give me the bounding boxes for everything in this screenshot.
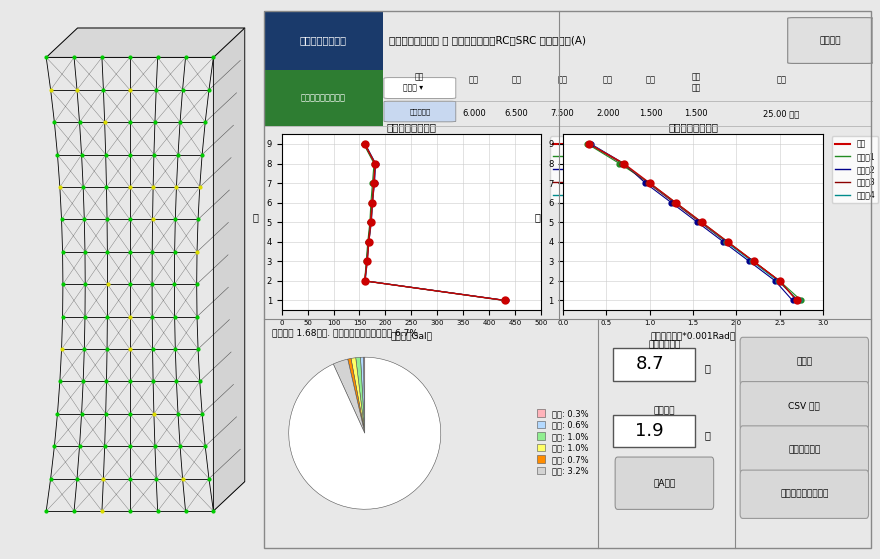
Text: 詳細設定: 詳細設定 <box>819 36 841 45</box>
FancyBboxPatch shape <box>788 18 873 63</box>
FancyBboxPatch shape <box>615 457 714 509</box>
Bar <box>264 11 383 70</box>
Wedge shape <box>351 358 365 433</box>
Y-axis label: 階: 階 <box>534 212 540 222</box>
Polygon shape <box>213 28 245 511</box>
Text: 免震: 免震 <box>692 72 701 81</box>
FancyBboxPatch shape <box>384 101 456 122</box>
Bar <box>612 415 695 447</box>
Polygon shape <box>46 28 245 58</box>
Text: 詳A設定: 詳A設定 <box>653 479 676 487</box>
Text: 1.9: 1.9 <box>635 422 664 440</box>
Text: 6.000: 6.000 <box>462 109 486 118</box>
Text: 設計基準：新耐震 ／ クライテリア：RC・SRC 純ラーメン(A): 設計基準：新耐震 ／ クライテリア：RC・SRC 純ラーメン(A) <box>389 36 586 45</box>
FancyBboxPatch shape <box>740 382 869 430</box>
Text: 設備: 設備 <box>557 75 568 84</box>
Text: サンプル値: サンプル値 <box>409 108 430 115</box>
Bar <box>264 70 383 126</box>
Text: 1.500: 1.500 <box>685 109 708 118</box>
Text: 2.000: 2.000 <box>597 109 620 118</box>
Text: 25.00 億円: 25.00 億円 <box>764 109 800 118</box>
Wedge shape <box>361 357 365 433</box>
Text: 用途: 用途 <box>414 72 424 81</box>
X-axis label: 層間変形角（*0.001Rad）: 層間変形角（*0.001Rad） <box>650 331 736 340</box>
Text: 復旧費用 1.68億円. 再調達価格に対する割合 6.7%: 復旧費用 1.68億円. 再調達価格に対する割合 6.7% <box>273 328 418 337</box>
FancyBboxPatch shape <box>740 470 869 518</box>
Text: 休業日数: 休業日数 <box>654 406 675 415</box>
FancyBboxPatch shape <box>384 78 456 98</box>
Text: CSV 出力: CSV 出力 <box>788 401 820 410</box>
Text: 合計: 合計 <box>777 75 787 84</box>
Text: 計　算: 計 算 <box>796 357 812 366</box>
Wedge shape <box>356 357 365 433</box>
Legend: 平均, 告示波1, 告示波2, 告示波3, 告示波4: 平均, 告示波1, 告示波2, 告示波3, 告示波4 <box>550 136 597 202</box>
FancyBboxPatch shape <box>740 337 869 386</box>
Wedge shape <box>334 359 365 433</box>
Text: 仕上: 仕上 <box>511 75 522 84</box>
Wedge shape <box>289 357 441 509</box>
Title: 各階の最大加速度: 各階の最大加速度 <box>386 122 436 132</box>
Text: 家財: 家財 <box>603 75 613 84</box>
Text: 機器: 機器 <box>646 75 656 84</box>
Legend: 躯体: 0.3%, 仕上: 0.6%, 設備: 1.0%, 家財: 1.0%, 機器: 0.7%, 免震: 3.2%: 躯体: 0.3%, 仕上: 0.6%, 設備: 1.0%, 家財: 1.0%, … <box>533 406 591 479</box>
Text: 損傷クライテリア: 損傷クライテリア <box>299 36 347 45</box>
Legend: 平均, 告示波1, 告示波2, 告示波3, 告示波4: 平均, 告示波1, 告示波2, 告示波3, 告示波4 <box>832 136 878 202</box>
Text: 日: 日 <box>705 430 710 440</box>
Text: 事務所 ▾: 事務所 ▾ <box>403 83 423 92</box>
Text: 装置: 装置 <box>692 83 701 92</box>
FancyBboxPatch shape <box>740 426 869 474</box>
Text: 1.500: 1.500 <box>639 109 663 118</box>
Bar <box>612 348 695 381</box>
Text: フロアレスポンスへ: フロアレスポンスへ <box>781 490 828 499</box>
Text: 8.7: 8.7 <box>635 356 664 373</box>
Wedge shape <box>363 357 365 433</box>
X-axis label: 加速度（Gal）: 加速度（Gal） <box>391 331 432 340</box>
Text: 6.500: 6.500 <box>505 109 529 118</box>
Text: 詳細結果表示: 詳細結果表示 <box>788 446 820 454</box>
Y-axis label: 階: 階 <box>253 212 259 222</box>
Text: 7.500: 7.500 <box>551 109 575 118</box>
Wedge shape <box>348 358 365 433</box>
Text: 復旧工事期間: 復旧工事期間 <box>649 340 680 349</box>
Text: 躯体: 躯体 <box>469 75 479 84</box>
Text: 再調達価格（億円）: 再調達価格（億円） <box>301 93 346 102</box>
Title: 各階の層間変形角: 各階の層間変形角 <box>668 122 718 132</box>
Text: 日: 日 <box>705 363 710 373</box>
